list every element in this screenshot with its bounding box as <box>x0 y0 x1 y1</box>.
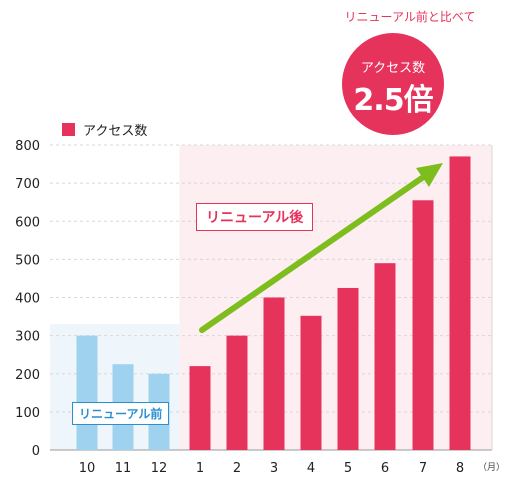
y-tick-label: 300 <box>15 330 40 345</box>
x-tick-label: 1 <box>196 461 204 476</box>
growth-badge-value: 2.5倍 <box>353 83 433 118</box>
bar <box>300 315 322 450</box>
growth-arrow-shaft <box>199 175 425 333</box>
bar <box>412 200 434 450</box>
before-renewal-label: リニューアル前 <box>72 402 170 425</box>
bar <box>189 366 211 450</box>
legend-label: アクセス数 <box>83 124 148 139</box>
y-tick-label: 100 <box>15 406 40 421</box>
y-tick-label: 200 <box>15 368 40 383</box>
x-tick-label: 8 <box>456 461 464 476</box>
y-tick-label: 0 <box>32 444 40 459</box>
x-tick-label: 3 <box>270 461 278 476</box>
legend-swatch <box>62 123 75 136</box>
bar <box>226 335 248 450</box>
x-tick-label: 4 <box>307 461 315 476</box>
bar <box>76 335 98 450</box>
bar <box>263 297 285 450</box>
x-tick-label: 5 <box>344 461 352 476</box>
legend: アクセス数 <box>62 120 147 139</box>
y-tick-label: 700 <box>15 177 40 192</box>
x-tick-label: 11 <box>115 461 132 476</box>
x-tick-label: 10 <box>79 461 96 476</box>
x-tick-label: 7 <box>419 461 427 476</box>
bar <box>449 156 471 450</box>
bar <box>374 263 396 450</box>
y-tick-label: 800 <box>15 139 40 154</box>
growth-badge: アクセス数 2.5倍 <box>342 33 444 135</box>
growth-badge-label: アクセス数 <box>360 61 426 76</box>
y-tick-label: 500 <box>15 253 40 268</box>
compare-caption: リニューアル前と比べて <box>344 10 476 24</box>
x-tick-label: 12 <box>151 461 168 476</box>
growth-arrow-head <box>416 163 443 187</box>
y-tick-label: 400 <box>15 292 40 307</box>
month-unit-label: （月） <box>478 463 506 473</box>
x-tick-label: 6 <box>381 461 389 476</box>
y-tick-label: 600 <box>15 215 40 230</box>
after-renewal-label: リニューアル後 <box>196 203 314 231</box>
x-tick-label: 2 <box>233 461 241 476</box>
bar <box>337 287 359 450</box>
